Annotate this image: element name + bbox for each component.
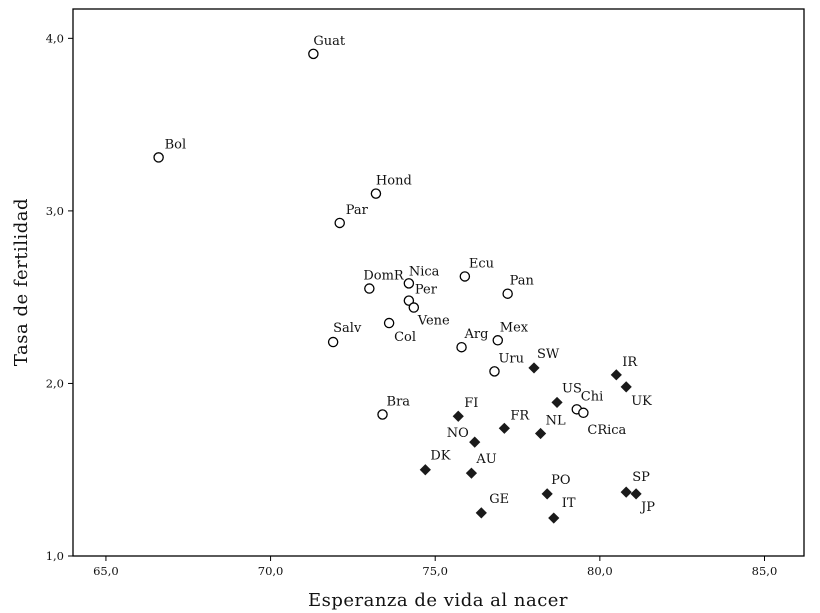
x-tick-label: 80,0 (587, 564, 613, 578)
point-marker-arg (456, 341, 467, 353)
point-marker-hond (370, 188, 382, 199)
point-label-uk: UK (631, 394, 652, 409)
point-label-mex: Mex (500, 320, 529, 335)
point-marker-bra (377, 409, 388, 420)
point-marker-nica (403, 278, 415, 289)
point-marker-salv (327, 336, 339, 348)
point-label-par: Par (346, 203, 369, 218)
y-axis-title: Tasa de fertilidad (11, 198, 32, 366)
point-marker-fr (498, 422, 510, 434)
point-marker-dk (419, 464, 431, 476)
point-marker-nl (534, 427, 547, 440)
point-label-nica: Nica (409, 264, 440, 279)
point-label-ge: GE (489, 492, 509, 507)
point-marker-col (383, 317, 395, 329)
point-marker-ecu (459, 271, 471, 282)
point-marker-ge (475, 507, 487, 519)
point-label-fr: FR (510, 408, 530, 423)
x-axis: 65,0 70,0 75,0 80,0 85,0 (93, 556, 777, 578)
y-tick-label: 1,0 (46, 549, 64, 563)
point-marker-vene (408, 302, 420, 313)
point-marker-bol (153, 152, 164, 163)
point-marker-guat (308, 48, 319, 60)
point-marker-domr (364, 283, 375, 294)
x-tick-label: 75,0 (422, 564, 448, 578)
point-label-domr: DomR (363, 269, 405, 284)
y-tick-label: 3,0 (46, 204, 64, 218)
point-marker-sw (528, 362, 540, 374)
point-marker-uru (489, 366, 500, 377)
point-label-arg: Arg (464, 327, 489, 342)
point-label-nl: NL (546, 413, 566, 428)
point-marker-it (548, 512, 560, 524)
plot-frame (72, 8, 805, 557)
point-marker-fi (452, 410, 464, 422)
point-marker-no (469, 436, 481, 448)
point-label-ir: IR (622, 355, 638, 370)
point-label-crica: CRica (587, 423, 626, 438)
point-label-bol: Bol (165, 137, 187, 152)
point-marker-ir (610, 369, 622, 381)
data-points: Guat Bol Hond Par Ecu DomR Nica Pan Per Vene Salv C… (153, 34, 655, 524)
point-marker-uk (620, 381, 632, 393)
point-label-salv: Salv (333, 321, 362, 336)
x-tick-label: 70,0 (258, 564, 284, 578)
point-marker-us (551, 396, 563, 409)
point-label-per: Per (415, 283, 438, 298)
point-label-sp: SP (632, 470, 650, 485)
point-label-guat: Guat (313, 34, 346, 49)
point-label-us: US (562, 381, 582, 396)
point-marker-sp (620, 486, 632, 498)
point-label-no: NO (447, 426, 469, 441)
point-label-ecu: Ecu (469, 256, 494, 271)
y-tick-label: 2,0 (46, 376, 64, 390)
point-label-au: AU (475, 452, 496, 467)
point-label-hond: Hond (376, 174, 412, 189)
point-label-jp: JP (639, 500, 655, 515)
point-label-bra: Bra (387, 395, 411, 410)
y-axis: 1,0 2,0 3,0 4,0 (46, 31, 73, 563)
point-marker-par (334, 217, 345, 229)
point-label-dk: DK (430, 449, 450, 464)
x-tick-label: 85,0 (752, 564, 778, 578)
point-marker-per (403, 295, 415, 306)
point-label-it: IT (562, 496, 576, 511)
point-marker-jp (630, 488, 642, 500)
point-marker-mex (492, 335, 504, 346)
point-label-col: Col (394, 330, 416, 345)
point-label-po: PO (551, 473, 570, 488)
y-tick-label: 4,0 (46, 31, 64, 45)
x-axis-title: Esperanza de vida al nacer (308, 590, 568, 611)
point-marker-crica (578, 407, 589, 419)
point-marker-au (465, 467, 478, 479)
point-label-uru: Uru (498, 351, 524, 366)
point-label-fi: FI (464, 396, 478, 411)
point-label-sw: SW (537, 347, 560, 362)
point-label-chi: Chi (581, 389, 603, 404)
x-tick-label: 65,0 (93, 564, 119, 578)
point-label-vene: Vene (417, 314, 450, 329)
point-marker-pan (502, 288, 513, 299)
point-label-pan: Pan (510, 274, 535, 289)
point-marker-po (541, 488, 553, 500)
